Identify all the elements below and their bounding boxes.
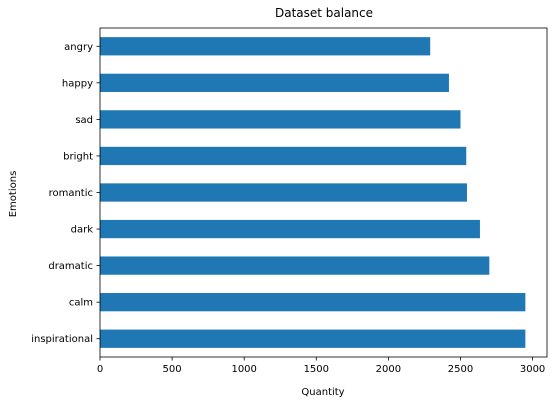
x-tick-label: 2000 bbox=[376, 364, 401, 375]
chart-title: Dataset balance bbox=[275, 6, 373, 20]
bar-bright bbox=[100, 146, 467, 166]
x-tick-group: 0 500 1000 1500 2000 2500 3000 bbox=[97, 357, 545, 375]
x-tick-label: 3000 bbox=[520, 364, 545, 375]
y-tick-label: calm bbox=[69, 298, 93, 309]
bar-inspirational bbox=[100, 329, 526, 348]
y-tick-group: angry happy sad bright romantic dark dramatic c… bbox=[31, 42, 100, 345]
bar-dramatic bbox=[100, 256, 490, 275]
bar-romantic bbox=[100, 183, 467, 202]
bar-happy bbox=[100, 73, 449, 92]
y-tick-label: bright bbox=[63, 151, 93, 162]
x-tick-label: 500 bbox=[163, 364, 182, 375]
x-tick-label: 0 bbox=[97, 364, 103, 375]
y-tick-label: angry bbox=[64, 42, 93, 53]
y-axis-label: Emotions bbox=[8, 171, 19, 218]
x-tick-label: 1000 bbox=[231, 364, 256, 375]
y-tick-label: happy bbox=[62, 78, 93, 89]
y-tick-label: inspirational bbox=[31, 334, 93, 345]
bar-sad bbox=[100, 110, 461, 129]
x-axis-label: Quantity bbox=[301, 387, 344, 398]
x-tick-label: 1500 bbox=[304, 364, 329, 375]
bar-dark bbox=[100, 219, 480, 239]
x-tick-label: 2500 bbox=[448, 364, 473, 375]
bar-calm bbox=[100, 293, 526, 312]
bar-angry bbox=[100, 37, 431, 56]
y-tick-label: dark bbox=[71, 225, 94, 236]
plot-frame bbox=[99, 27, 548, 358]
y-tick-label: dramatic bbox=[48, 261, 93, 272]
y-tick-label: sad bbox=[75, 115, 93, 126]
bars-group bbox=[100, 37, 526, 348]
y-tick-label: romantic bbox=[49, 188, 93, 199]
